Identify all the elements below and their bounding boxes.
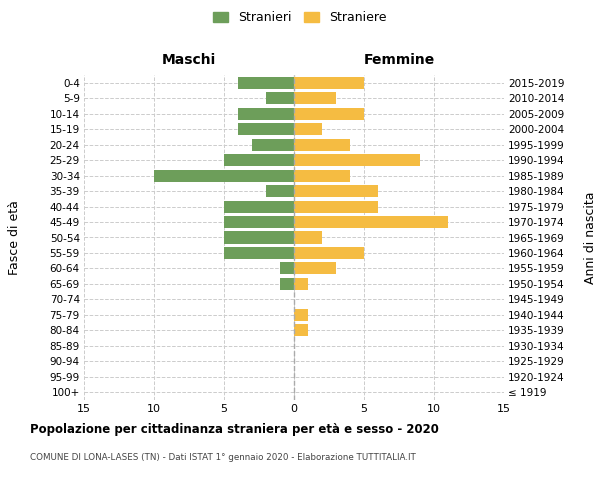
Bar bbox=[294, 138, 350, 150]
Text: Anni di nascita: Anni di nascita bbox=[584, 191, 598, 284]
Bar bbox=[224, 200, 294, 212]
Bar bbox=[238, 123, 294, 135]
Bar bbox=[294, 170, 350, 181]
Bar bbox=[238, 76, 294, 89]
Text: COMUNE DI LONA-LASES (TN) - Dati ISTAT 1° gennaio 2020 - Elaborazione TUTTITALIA: COMUNE DI LONA-LASES (TN) - Dati ISTAT 1… bbox=[30, 452, 416, 462]
Bar bbox=[294, 324, 308, 336]
Bar bbox=[294, 216, 448, 228]
Bar bbox=[252, 138, 294, 150]
Bar bbox=[280, 262, 294, 274]
Bar bbox=[294, 278, 308, 290]
Bar bbox=[294, 309, 308, 321]
Text: Fasce di età: Fasce di età bbox=[8, 200, 22, 275]
Bar bbox=[294, 154, 420, 166]
Bar bbox=[294, 232, 322, 243]
Bar bbox=[294, 200, 378, 212]
Bar bbox=[266, 185, 294, 197]
Text: Popolazione per cittadinanza straniera per età e sesso - 2020: Popolazione per cittadinanza straniera p… bbox=[30, 422, 439, 436]
Bar bbox=[224, 154, 294, 166]
Bar bbox=[238, 108, 294, 120]
Bar bbox=[294, 262, 336, 274]
Bar bbox=[280, 278, 294, 290]
Bar bbox=[294, 108, 364, 120]
Text: Femmine: Femmine bbox=[364, 54, 434, 68]
Bar bbox=[294, 123, 322, 135]
Bar bbox=[224, 216, 294, 228]
Bar bbox=[294, 76, 364, 89]
Bar bbox=[224, 232, 294, 243]
Text: Maschi: Maschi bbox=[162, 54, 216, 68]
Bar bbox=[294, 92, 336, 104]
Legend: Stranieri, Straniere: Stranieri, Straniere bbox=[208, 6, 392, 29]
Bar bbox=[266, 92, 294, 104]
Bar bbox=[154, 170, 294, 181]
Bar bbox=[294, 247, 364, 259]
Bar bbox=[294, 185, 378, 197]
Bar bbox=[224, 247, 294, 259]
